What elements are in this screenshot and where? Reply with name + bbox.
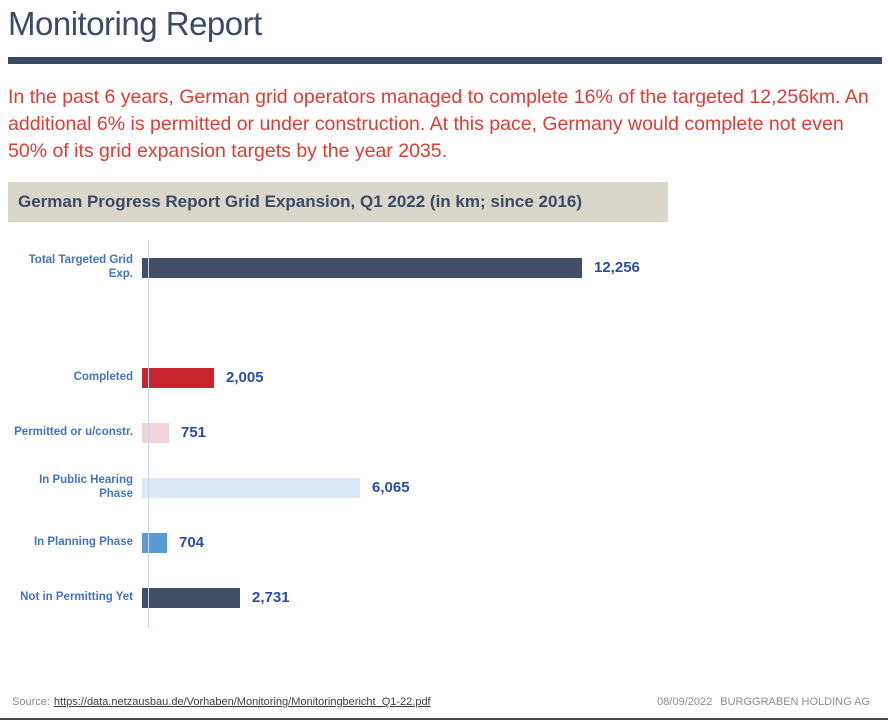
page-title: Monitoring Report: [8, 5, 262, 42]
source-label: Source:: [12, 696, 50, 708]
bar-not-permitting: [142, 587, 240, 608]
value-label: 751: [181, 424, 207, 441]
chart-row-not-permitting: Not in Permitting Yet 2,731: [8, 570, 880, 625]
footer-company: BURGGRABEN HOLDING AG: [720, 696, 870, 708]
category-label: Permitted or u/constr.: [14, 425, 133, 438]
footer-date: 08/09/2022: [657, 696, 713, 708]
chart-row-planning: In Planning Phase 704: [8, 515, 880, 570]
chart-row-total-targeted: Total Targeted Grid Exp. 12,256: [8, 240, 880, 295]
category-label: In Planning Phase: [33, 535, 133, 548]
category-label: Total Targeted Grid Exp.: [28, 254, 133, 280]
source-line: Source: https://data.netzausbau.de/Vorhab…: [12, 696, 431, 708]
chart-row-completed: Completed 2,005: [8, 350, 880, 405]
bar-planning: [142, 532, 167, 553]
chart-axis-line: [148, 240, 149, 628]
value-label: 704: [179, 534, 205, 551]
chart-row-permitted: Permitted or u/constr. 751: [8, 405, 880, 460]
value-label: 12,256: [594, 259, 640, 276]
value-label: 6,065: [372, 479, 410, 496]
category-label: In Public Hearing Phase: [39, 474, 133, 500]
footer-meta: 08/09/2022 BURGGRABEN HOLDING AG: [657, 696, 870, 708]
bar-permitted: [142, 422, 169, 443]
bar-total-targeted: [142, 257, 582, 278]
chart-title-band: German Progress Report Grid Expansion, Q…: [8, 182, 668, 222]
category-label: Not in Permitting Yet: [20, 590, 133, 603]
page-footer: Source: https://data.netzausbau.de/Vorhab…: [12, 696, 870, 708]
source-link[interactable]: https://data.netzausbau.de/Vorhaben/Moni…: [53, 696, 431, 708]
bar-completed: [142, 367, 214, 388]
chart-title: German Progress Report Grid Expansion, Q…: [18, 192, 583, 211]
value-label: 2,005: [226, 369, 264, 386]
bar-chart: Total Targeted Grid Exp. 12,256 Complete…: [8, 240, 880, 630]
intro-paragraph: In the past 6 years, German grid operato…: [8, 86, 869, 162]
title-divider-rule: [8, 57, 882, 64]
category-label: Completed: [73, 370, 133, 383]
bar-public-hearing: [142, 477, 360, 498]
value-label: 2,731: [252, 589, 290, 606]
chart-row-public-hearing: In Public Hearing Phase 6,065: [8, 460, 880, 515]
